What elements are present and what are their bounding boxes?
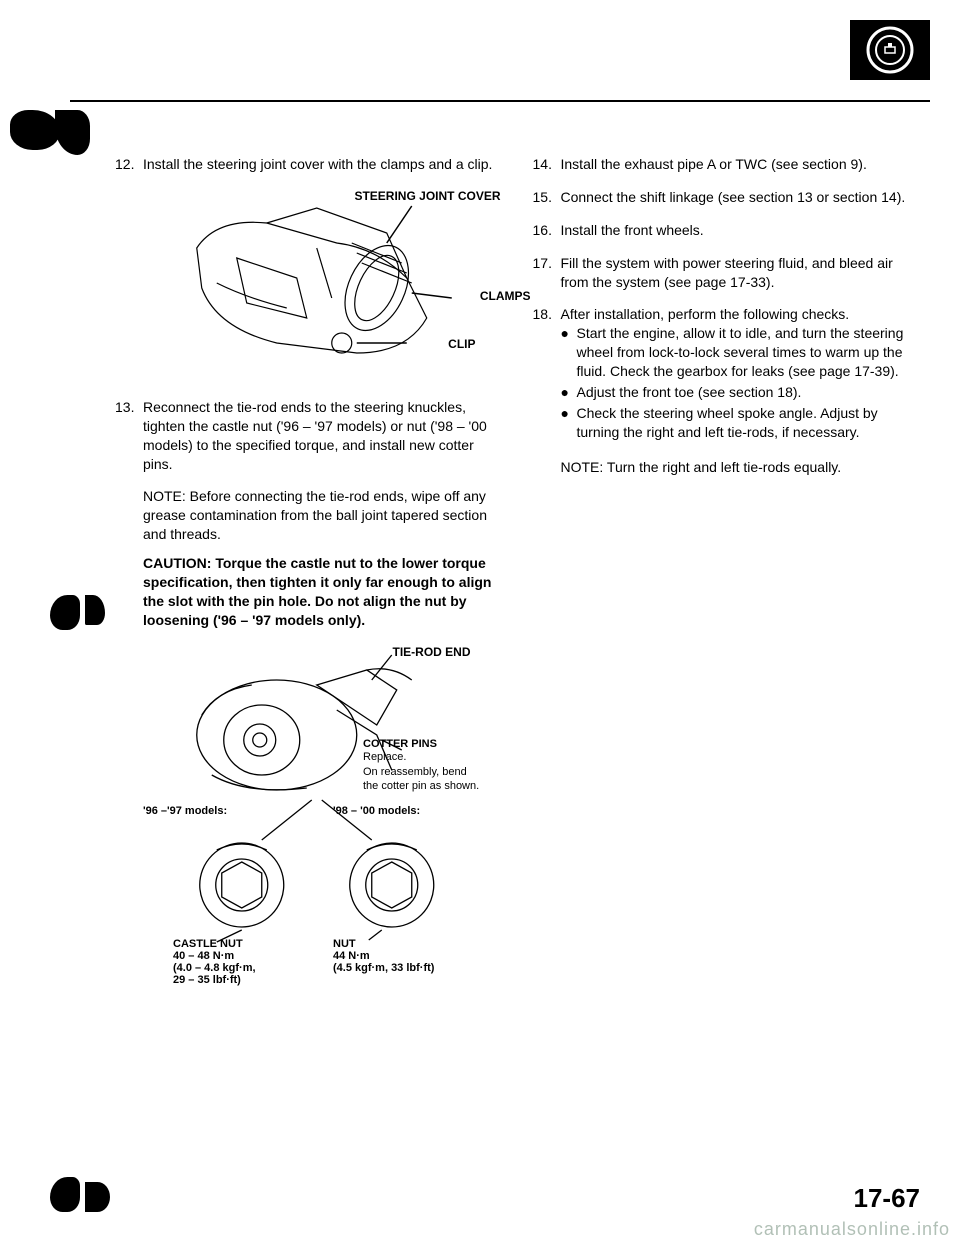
caution-text: CAUTION: Torque the castle nut to the lo… [143, 554, 503, 630]
bullet-item: ● Check the steering wheel spoke angle. … [561, 404, 921, 442]
step-text: Install the front wheels. [561, 221, 921, 240]
figure-label-nut: NUT 44 N·m (4.5 kgf·m, 33 lbf·ft) [333, 938, 434, 974]
bullet-item: ● Adjust the front toe (see section 18). [561, 383, 921, 402]
page-marker-icon [50, 595, 80, 630]
step-text: Install the steering joint cover with th… [143, 155, 503, 174]
step-12: 12. Install the steering joint cover wit… [115, 155, 503, 174]
page-marker-icon [85, 1182, 110, 1212]
step-number: 17. [533, 254, 561, 292]
header-rule [70, 100, 930, 102]
figure-label-cotter: COTTER PINS Replace. On reassembly, bend… [363, 738, 479, 795]
step-18: 18. After installation, perform the foll… [533, 305, 921, 443]
bullet-item: ● Start the engine, allow it to idle, an… [561, 324, 921, 381]
page-marker-icon [10, 110, 60, 150]
note-text: NOTE: Before connecting the tie-rod ends… [143, 487, 503, 544]
step-15: 15. Connect the shift linkage (see secti… [533, 188, 921, 207]
step-text: Fill the system with power steering flui… [561, 254, 921, 292]
step-number: 13. [115, 398, 143, 474]
bullet-icon: ● [561, 383, 577, 402]
step-number: 18. [533, 305, 561, 443]
figure-label-castle-nut: CASTLE NUT 40 – 48 N·m (4.0 – 4.8 kgf·m,… [173, 938, 256, 986]
step-16: 16. Install the front wheels. [533, 221, 921, 240]
note-text: NOTE: Turn the right and left tie-rods e… [561, 458, 921, 477]
step-number: 12. [115, 155, 143, 174]
bullet-text: Start the engine, allow it to idle, and … [577, 324, 921, 381]
watermark: carmanualsonline.info [754, 1219, 950, 1240]
bullet-text: Adjust the front toe (see section 18). [577, 383, 802, 402]
step-text: Install the exhaust pipe A or TWC (see s… [561, 155, 921, 174]
tie-rod-end-figure: TIE-ROD END COTTER PINS Replace. On reas… [143, 640, 531, 980]
figure-label-clamps: CLAMPS [480, 288, 531, 304]
step-13: 13. Reconnect the tie-rod ends to the st… [115, 398, 503, 474]
step-14: 14. Install the exhaust pipe A or TWC (s… [533, 155, 921, 174]
bullet-text: Check the steering wheel spoke angle. Ad… [577, 404, 921, 442]
step-text: Connect the shift linkage (see section 1… [561, 188, 921, 207]
figure-label-tierod: TIE-ROD END [393, 644, 471, 660]
figure-label-left-model: '96 –'97 models: [143, 805, 227, 817]
page-marker-icon [85, 595, 105, 625]
figure-label-right-model: '98 – '00 models: [333, 805, 420, 817]
figure-label-cover: STEERING JOINT COVER [354, 188, 500, 204]
right-column: 14. Install the exhaust pipe A or TWC (s… [533, 155, 921, 980]
page-number: 17-67 [854, 1183, 921, 1214]
step-text: Reconnect the tie-rod ends to the steeri… [143, 398, 503, 474]
step-17: 17. Fill the system with power steering … [533, 254, 921, 292]
step-number: 16. [533, 221, 561, 240]
manual-category-icon [850, 20, 930, 80]
bullet-icon: ● [561, 404, 577, 442]
left-column: 12. Install the steering joint cover wit… [115, 155, 503, 980]
figure-label-clip: CLIP [448, 336, 475, 352]
page-content: 12. Install the steering joint cover wit… [115, 155, 920, 980]
step-intro: After installation, perform the followin… [561, 305, 921, 324]
step-number: 15. [533, 188, 561, 207]
page-marker-icon [50, 1177, 80, 1212]
bullet-icon: ● [561, 324, 577, 381]
step-number: 14. [533, 155, 561, 174]
page-marker-icon [55, 110, 90, 155]
step-body: After installation, perform the followin… [561, 305, 921, 443]
steering-joint-cover-figure: STEERING JOINT COVER CLAMPS CLIP [143, 188, 531, 388]
